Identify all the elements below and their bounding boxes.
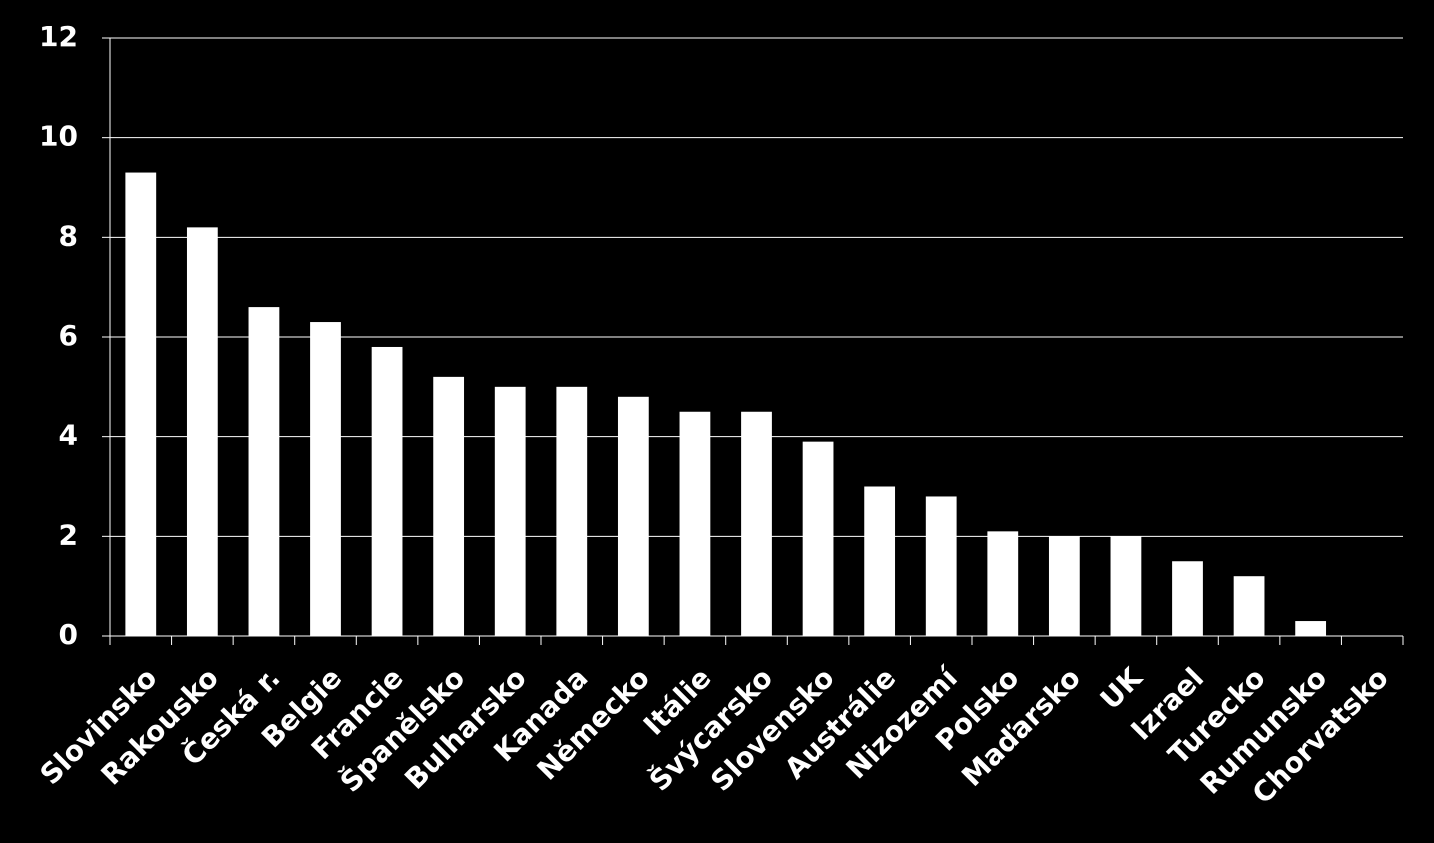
y-tick-label: 0 — [59, 618, 78, 651]
bar — [1295, 621, 1327, 636]
bar — [371, 346, 403, 636]
bar — [1048, 536, 1080, 636]
y-tick-label: 2 — [59, 518, 78, 551]
bar — [987, 531, 1019, 636]
y-tick-label: 10 — [39, 120, 78, 153]
bar — [1233, 576, 1265, 636]
y-tick-label: 12 — [39, 20, 78, 53]
y-tick-label: 6 — [59, 319, 78, 352]
bar — [864, 486, 896, 636]
bar — [433, 376, 465, 636]
bar — [802, 441, 834, 636]
bar — [925, 496, 957, 636]
bar — [617, 396, 649, 636]
bar — [1110, 536, 1142, 636]
bar — [248, 307, 280, 636]
bar — [310, 322, 341, 636]
bar — [556, 386, 588, 636]
y-tick-label: 4 — [59, 419, 78, 452]
y-tick-label: 8 — [59, 219, 78, 252]
bar — [125, 172, 157, 637]
bar — [186, 227, 218, 636]
bar — [1172, 561, 1203, 636]
bar — [679, 411, 711, 636]
bar — [494, 386, 526, 636]
bar — [741, 411, 772, 636]
